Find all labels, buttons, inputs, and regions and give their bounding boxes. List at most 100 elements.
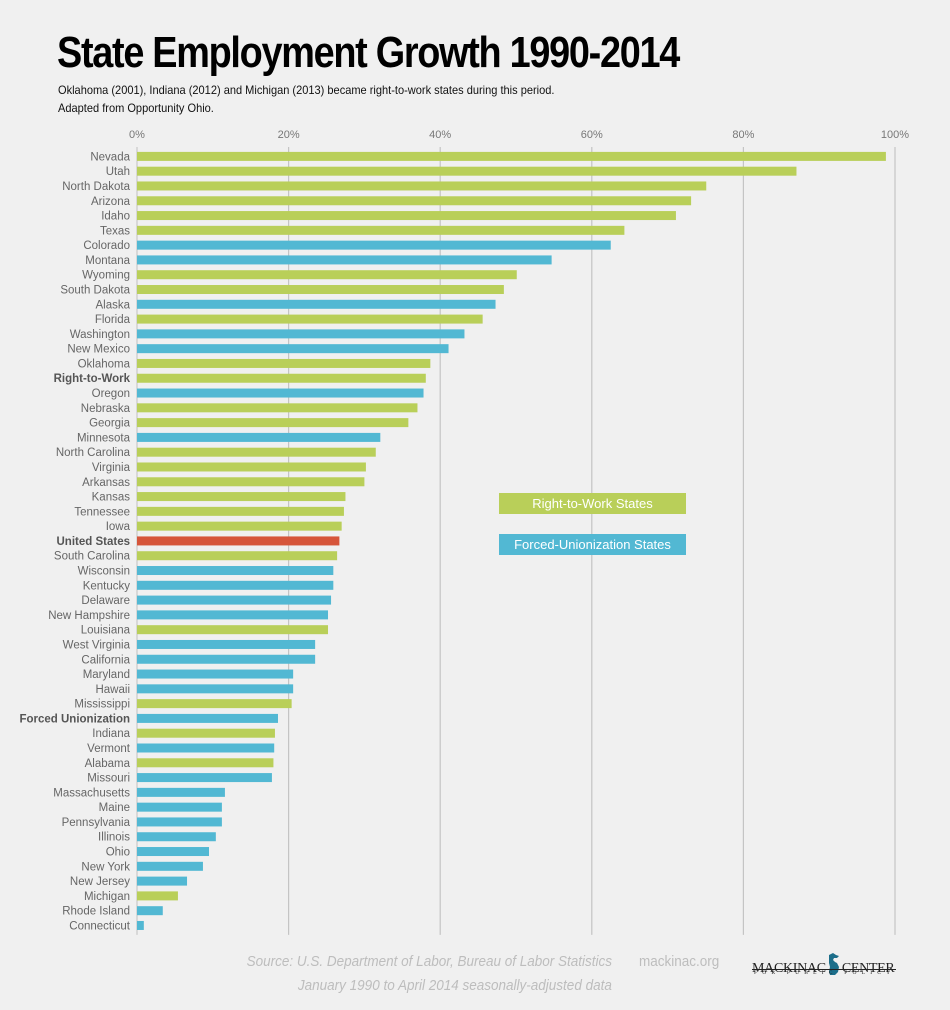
- category-labels: Nevada Utah North Dakota Arizona Idaho Texas C…: [19, 151, 130, 932]
- bar-new-york: [137, 861, 203, 871]
- legend-right-to-work: Right-to-Work States: [499, 493, 686, 514]
- bar-kansas: [137, 492, 346, 502]
- x-tick-label: 20%: [278, 129, 300, 141]
- logo-tagline: FOR PUBLIC POLICY: [754, 970, 896, 976]
- category-label: South Carolina: [54, 551, 131, 563]
- bar-nevada: [137, 151, 886, 161]
- bar-florida: [137, 314, 483, 324]
- category-label: Missouri: [87, 773, 130, 785]
- category-label: Louisiana: [81, 625, 131, 637]
- category-label: Maine: [99, 802, 130, 814]
- bar-forced-unionization: [137, 713, 278, 723]
- category-label: Georgia: [89, 418, 131, 430]
- bar-right-to-work: [137, 373, 426, 383]
- category-label: Mississippi: [74, 699, 130, 711]
- category-label: Oklahoma: [78, 358, 131, 370]
- chart-title: State Employment Growth 1990-2014: [57, 28, 680, 77]
- bar-texas: [137, 225, 625, 235]
- category-label: Iowa: [106, 521, 131, 533]
- category-label: New Mexico: [67, 344, 130, 356]
- bar-colorado: [137, 240, 611, 250]
- bar-arizona: [137, 196, 692, 206]
- bar-iowa: [137, 521, 342, 531]
- bar-pennsylvania: [137, 817, 222, 827]
- category-label: Arkansas: [82, 477, 130, 489]
- category-label: Texas: [100, 225, 130, 237]
- category-label: Utah: [106, 166, 130, 178]
- x-tick-label: 100%: [881, 129, 909, 141]
- category-label: Minnesota: [77, 432, 131, 444]
- bar-vermont: [137, 743, 275, 753]
- x-tick-label: 80%: [732, 129, 754, 141]
- category-label: New Jersey: [70, 876, 130, 888]
- category-label: Idaho: [101, 211, 130, 223]
- category-label: Indiana: [92, 728, 130, 740]
- bar-idaho: [137, 211, 676, 221]
- bar-michigan: [137, 891, 178, 901]
- category-label: Nevada: [90, 151, 130, 163]
- category-label: New York: [81, 861, 130, 873]
- category-label: New Hampshire: [48, 610, 130, 622]
- bar-louisiana: [137, 625, 329, 635]
- logo-underline: [752, 969, 896, 970]
- category-label: Illinois: [98, 832, 130, 844]
- bar-hawaii: [137, 684, 294, 694]
- bar-minnesota: [137, 432, 381, 442]
- category-label: Maryland: [83, 669, 130, 681]
- chart-subtitle-line-1: Oklahoma (2001), Indiana (2012) and Mich…: [58, 83, 555, 97]
- legend-forced-unionization: Forced-Unionization States: [499, 534, 686, 555]
- bar-south-dakota: [137, 285, 504, 295]
- category-label: Hawaii: [95, 684, 130, 696]
- bar-new-mexico: [137, 344, 449, 354]
- bar-utah: [137, 166, 797, 176]
- category-label: Nebraska: [81, 403, 131, 415]
- category-label: Kansas: [92, 492, 131, 504]
- bar-delaware: [137, 595, 332, 605]
- bar-montana: [137, 255, 552, 265]
- bar-south-carolina: [137, 551, 338, 561]
- category-label: Montana: [85, 255, 130, 267]
- category-label: Wyoming: [82, 270, 130, 282]
- category-label: Rhode Island: [62, 906, 130, 918]
- bar-georgia: [137, 418, 409, 428]
- category-label: Colorado: [83, 240, 130, 252]
- bar-oklahoma: [137, 358, 431, 368]
- x-tick-label: 0%: [129, 129, 145, 141]
- category-label: Right-to-Work: [54, 373, 131, 385]
- bar-ohio: [137, 847, 210, 857]
- category-label: Michigan: [84, 891, 130, 903]
- website-link[interactable]: mackinac.org: [639, 953, 720, 970]
- bar-arkansas: [137, 477, 365, 487]
- source-note: Source: U.S. Department of Labor, Bureau…: [246, 953, 612, 970]
- category-label: West Virginia: [63, 639, 131, 651]
- category-label: South Dakota: [60, 285, 130, 297]
- bar-alabama: [137, 758, 274, 768]
- category-label: Ohio: [106, 847, 130, 859]
- source-date-range: January 1990 to April 2014 seasonally-ad…: [298, 977, 612, 994]
- bar-new-jersey: [137, 876, 188, 886]
- bar-tennessee: [137, 506, 344, 516]
- bar-california: [137, 654, 316, 664]
- category-label: Washington: [70, 329, 130, 341]
- logo-word-right: CENTER: [841, 961, 895, 976]
- category-label: Alaska: [95, 299, 130, 311]
- bar-oregon: [137, 388, 424, 398]
- bar-west-virginia: [137, 639, 316, 649]
- category-label: Forced Unionization: [19, 713, 130, 725]
- bar-maine: [137, 802, 222, 812]
- category-label: Tennessee: [74, 506, 130, 518]
- bar-illinois: [137, 832, 216, 842]
- bar-new-hampshire: [137, 610, 329, 620]
- category-label: Pennsylvania: [62, 817, 131, 829]
- category-label: North Dakota: [62, 181, 130, 193]
- category-label: Wisconsin: [78, 566, 130, 578]
- category-label: Delaware: [81, 595, 130, 607]
- category-label: Florida: [95, 314, 131, 326]
- bar-wisconsin: [137, 566, 334, 576]
- bar-united-states: [137, 536, 340, 546]
- x-axis-tick-labels: 0% 20% 40% 60% 80% 100%: [129, 129, 909, 141]
- category-label: California: [81, 654, 130, 666]
- bar-virginia: [137, 462, 366, 472]
- bar-wyoming: [137, 270, 517, 280]
- logo-word-left: MACKINAC: [752, 961, 826, 976]
